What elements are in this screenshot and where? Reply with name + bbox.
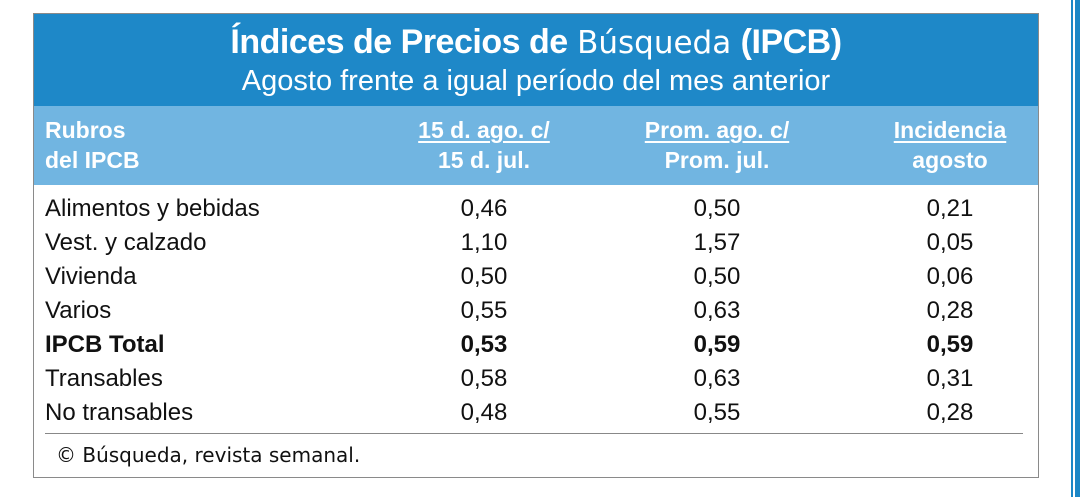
cell-incidencia: 0,28 xyxy=(926,297,974,324)
row-label: Alimentos y bebidas xyxy=(45,195,260,222)
title-prefix: Índices de Precios de xyxy=(230,23,568,61)
row-label: Transables xyxy=(45,365,163,392)
cell-15d: 0,48 xyxy=(460,399,508,426)
row-label: IPCB Total xyxy=(45,331,165,358)
table-row: Vest. y calzado 1,10 1,57 0,05 xyxy=(34,226,1038,260)
row-label: No transables xyxy=(45,399,194,426)
cell-prom: 0,55 xyxy=(693,399,741,426)
cell-15d: 0,53 xyxy=(460,331,508,358)
cell-15d: 0,55 xyxy=(460,297,508,324)
cell-incidencia: 0,59 xyxy=(926,331,974,358)
cell-15d: 1,10 xyxy=(460,229,508,256)
header-incidencia: Incidencia agosto xyxy=(893,117,1007,173)
table-row: IPCB Total 0,53 0,59 0,59 xyxy=(34,328,1038,362)
copyright-footer: © Búsqueda, revista semanal. xyxy=(56,443,361,467)
cell-prom: 0,50 xyxy=(693,195,741,222)
cell-incidencia: 0,06 xyxy=(926,263,974,290)
title-brand: Búsqueda xyxy=(577,25,732,61)
footer-divider xyxy=(45,433,1023,434)
header-prom: Prom. ago. c/ Prom. jul. xyxy=(644,117,790,173)
page-subtitle: Agosto frente a igual período del mes an… xyxy=(241,65,831,97)
cell-incidencia: 0,31 xyxy=(926,365,974,392)
cell-prom: 0,59 xyxy=(693,331,741,358)
cell-15d: 0,50 xyxy=(460,263,508,290)
cell-prom: 0,50 xyxy=(693,263,741,290)
header-rubros: Rubros del IPCB xyxy=(45,117,140,173)
cell-prom: 0,63 xyxy=(693,297,741,324)
cell-15d: 0,58 xyxy=(460,365,508,392)
header-15d: 15 d. ago. c/ 15 d. jul. xyxy=(418,117,550,173)
table-card: Índices de Precios de Búsqueda (IPCB) Ag… xyxy=(33,13,1039,478)
cell-prom: 0,63 xyxy=(693,365,741,392)
row-label: Vivienda xyxy=(45,263,137,290)
table-header: Rubros del IPCB 15 d. ago. c/ 15 d. jul.… xyxy=(34,106,1038,185)
table-row: No transables 0,48 0,55 0,28 xyxy=(34,396,1038,430)
cell-incidencia: 0,05 xyxy=(926,229,974,256)
table-row: Transables 0,58 0,63 0,31 xyxy=(34,362,1038,396)
cell-incidencia: 0,28 xyxy=(926,399,974,426)
table-body: Alimentos y bebidas 0,46 0,50 0,21 Vest. y c… xyxy=(34,192,1038,430)
cell-incidencia: 0,21 xyxy=(926,195,974,222)
cell-15d: 0,46 xyxy=(460,195,508,222)
row-label: Varios xyxy=(45,297,112,324)
table-row: Vivienda 0,50 0,50 0,06 xyxy=(34,260,1038,294)
title-suffix: (IPCB) xyxy=(740,23,842,61)
cell-prom: 1,57 xyxy=(693,229,741,256)
right-edge-bar xyxy=(1071,0,1080,497)
row-label: Vest. y calzado xyxy=(45,229,207,256)
table-row: Varios 0,55 0,63 0,28 xyxy=(34,294,1038,328)
title-band: Índices de Precios de Búsqueda (IPCB) Ag… xyxy=(34,14,1038,106)
table-row: Alimentos y bebidas 0,46 0,50 0,21 xyxy=(34,192,1038,226)
page-title: Índices de Precios de Búsqueda (IPCB) xyxy=(34,22,1038,63)
